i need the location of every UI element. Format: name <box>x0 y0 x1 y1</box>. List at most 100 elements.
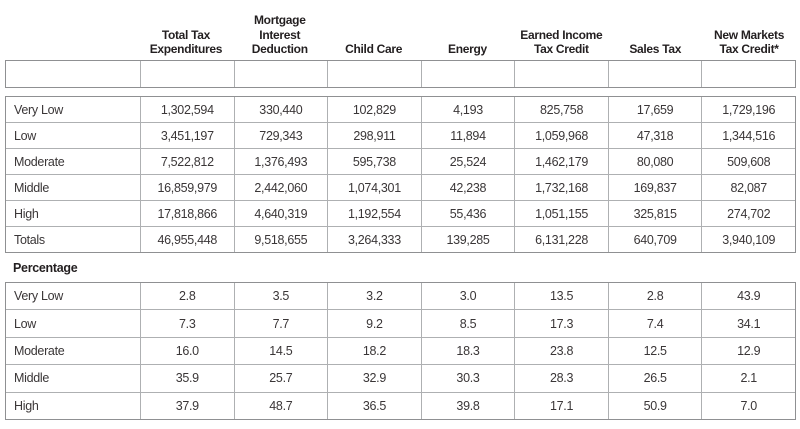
value-cell: 274,702 <box>701 201 795 226</box>
value-cell: 25,524 <box>420 149 515 174</box>
value-cell: 50.9 <box>607 392 702 419</box>
amount-row: Totals 46,955,448 9,518,655 3,264,333 139,28… <box>6 226 795 252</box>
value-cell: 3,264,333 <box>327 227 421 252</box>
value-cell: 39.8 <box>420 392 515 419</box>
amounts-table: Very Low 1,302,594 330,440 102,829 4,193 825,… <box>5 96 796 253</box>
value-cell: 7.3 <box>140 310 234 337</box>
value-cell: 7.4 <box>607 310 702 337</box>
value-cell: 595,738 <box>327 149 421 174</box>
value-cell: 7.7 <box>233 310 328 337</box>
value-cell: 1,729,196 <box>701 97 795 122</box>
value-cell: 3,451,197 <box>140 123 234 148</box>
value-cell: 43.9 <box>701 283 795 310</box>
column-header-cell: Mortgage Interest Deduction <box>251 13 308 57</box>
value-cell: 4,640,319 <box>233 201 328 226</box>
percentage-row: Very Low 2.8 3.5 3.2 3.0 13.5 2.8 43.9 <box>6 283 795 310</box>
value-cell: 3,940,109 <box>701 227 795 252</box>
row-label: Totals <box>14 232 45 247</box>
value-cell: 169,837 <box>607 175 702 200</box>
value-cell: 1,344,516 <box>701 123 795 148</box>
value-cell: 729,343 <box>233 123 328 148</box>
row-label: Very Low <box>14 102 64 117</box>
value-cell: 37.9 <box>140 392 234 419</box>
value-cell: 23.8 <box>514 337 608 365</box>
value-cell: 298,911 <box>327 123 421 148</box>
empty-spacer-table <box>5 60 796 88</box>
value-cell: 3.2 <box>327 283 421 310</box>
row-label: Low <box>14 128 37 143</box>
value-cell: 42,238 <box>420 175 515 200</box>
value-cell: 330,440 <box>233 97 328 122</box>
percentage-section-band: Percentage <box>5 253 796 282</box>
value-cell: 13.5 <box>514 283 608 310</box>
value-cell: 46,955,448 <box>140 227 234 252</box>
percentage-row: Low 7.3 7.7 9.2 8.5 17.3 7.4 34.1 <box>6 309 795 337</box>
empty-cell <box>327 61 421 87</box>
value-cell: 11,894 <box>420 123 515 148</box>
column-header-cell: Sales Tax <box>629 42 682 57</box>
row-label: High <box>14 206 39 221</box>
row-label: Low <box>14 316 37 331</box>
row-label: Very Low <box>14 289 64 304</box>
empty-cell <box>701 61 795 87</box>
value-cell: 17.3 <box>514 310 608 337</box>
value-cell: 2.8 <box>607 283 702 310</box>
empty-cell <box>514 61 608 87</box>
amount-row: Very Low 1,302,594 330,440 102,829 4,193 825,… <box>6 97 795 122</box>
value-cell: 7.0 <box>701 392 795 419</box>
value-cell: 1,059,968 <box>514 123 608 148</box>
value-cell: 17,818,866 <box>140 201 234 226</box>
value-cell: 17,659 <box>607 97 702 122</box>
value-cell: 1,074,301 <box>327 175 421 200</box>
value-cell: 18.3 <box>420 337 515 365</box>
value-cell: 3.0 <box>420 283 515 310</box>
empty-cell <box>607 61 702 87</box>
value-cell: 16.0 <box>140 337 234 365</box>
amount-row: Middle 16,859,979 2,442,060 1,074,301 42,238… <box>6 174 795 200</box>
value-cell: 6,131,228 <box>514 227 608 252</box>
empty-cell <box>233 61 328 87</box>
value-cell: 7,522,812 <box>140 149 234 174</box>
value-cell: 16,859,979 <box>140 175 234 200</box>
empty-cell <box>420 61 515 87</box>
row-label: High <box>14 398 39 413</box>
value-cell: 18.2 <box>327 337 421 365</box>
table-content: Total Tax Expenditures Mortgage Interest … <box>5 0 796 420</box>
value-cell: 2,442,060 <box>233 175 328 200</box>
value-cell: 1,732,168 <box>514 175 608 200</box>
value-cell: 640,709 <box>607 227 702 252</box>
corner-header-cell <box>5 0 139 60</box>
value-cell: 825,758 <box>514 97 608 122</box>
row-label: Moderate <box>14 154 65 169</box>
column-header-row: Total Tax Expenditures Mortgage Interest … <box>5 0 796 60</box>
value-cell: 36.5 <box>327 392 421 419</box>
row-label: Moderate <box>14 343 65 358</box>
amount-row: High 17,818,866 4,640,319 1,192,554 55,436 1,… <box>6 200 795 226</box>
percentages-table: Very Low 2.8 3.5 3.2 3.0 13.5 2.8 43.9 Low 7.3 7.7… <box>5 282 796 420</box>
value-cell: 8.5 <box>420 310 515 337</box>
value-cell: 12.5 <box>607 337 702 365</box>
value-cell: 102,829 <box>327 97 421 122</box>
percentage-row: Middle 35.9 25.7 32.9 30.3 28.3 26.5 2.1 <box>6 364 795 392</box>
value-cell: 48.7 <box>233 392 328 419</box>
value-cell: 28.3 <box>514 365 608 392</box>
value-cell: 30.3 <box>420 365 515 392</box>
row-label: Middle <box>14 371 50 386</box>
percentage-row: Moderate 16.0 14.5 18.2 18.3 23.8 12.5 12.9 <box>6 336 795 365</box>
column-header-cell: Child Care <box>345 42 403 57</box>
value-cell: 12.9 <box>701 337 795 365</box>
value-cell: 2.8 <box>140 283 234 310</box>
column-header-cell: Energy <box>448 42 487 57</box>
value-cell: 1,192,554 <box>327 201 421 226</box>
percentage-row: High 37.9 48.7 36.5 39.8 17.1 50.9 7.0 <box>6 391 795 419</box>
empty-cell <box>6 61 140 87</box>
amount-row: Moderate 7,522,812 1,376,493 595,738 25,524 1… <box>6 148 795 174</box>
value-cell: 55,436 <box>420 201 515 226</box>
value-cell: 14.5 <box>233 337 328 365</box>
value-cell: 1,302,594 <box>140 97 234 122</box>
value-cell: 325,815 <box>607 201 702 226</box>
value-cell: 139,285 <box>420 227 515 252</box>
value-cell: 509,608 <box>701 149 795 174</box>
column-header-cell: Earned Income Tax Credit <box>520 27 603 57</box>
